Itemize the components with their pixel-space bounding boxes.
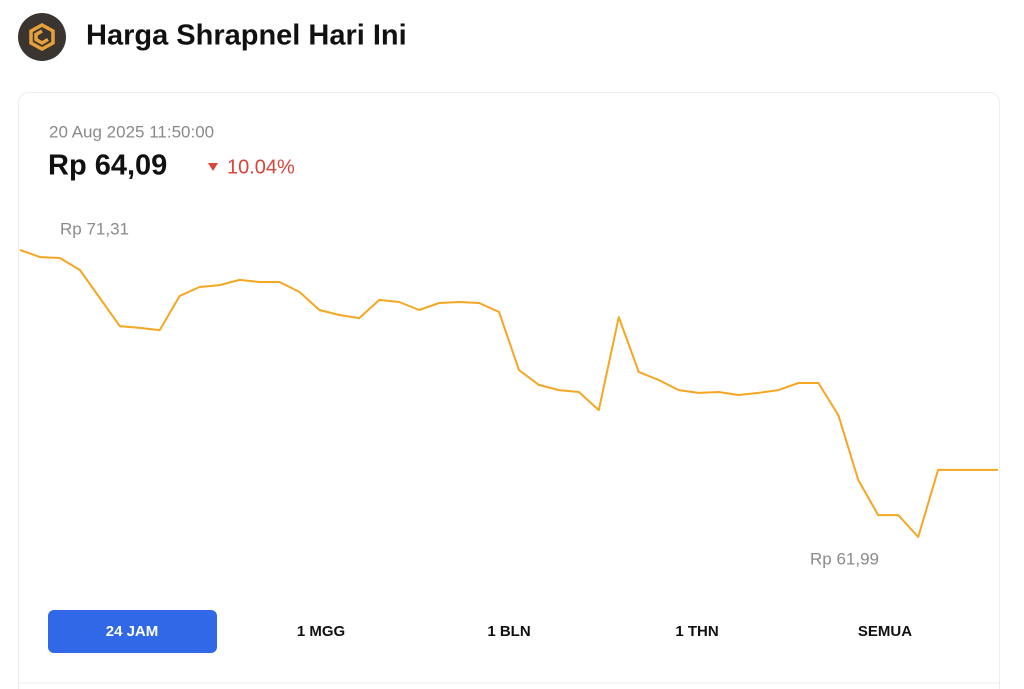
tab-button[interactable]: SEMUA (858, 623, 912, 640)
tab-button[interactable]: 1 THN (675, 623, 718, 640)
tab-button[interactable]: 1 MGG (297, 623, 345, 640)
low-label: Rp 61,99 (810, 549, 879, 568)
tab-active-bg (48, 610, 217, 653)
logo (18, 13, 66, 61)
tab-button[interactable]: 1 BLN (487, 623, 530, 640)
logo-mark (29, 23, 55, 51)
card (18, 92, 1000, 689)
tabs: 24 JAM 1 MGG 1 BLN 1 THN SEMUA (18, 610, 1000, 684)
tab-button[interactable]: 24 JAM (106, 623, 159, 640)
price: Rp 64,09 (48, 150, 167, 182)
timestamp: 20 Aug 2025 11:50:00 (49, 122, 214, 141)
price-change: 10.04% (227, 156, 295, 178)
down-arrow (208, 163, 218, 171)
price-line (19, 249, 998, 538)
chart: Rp 71,31 Rp 61,99 (19, 219, 998, 568)
high-label: Rp 71,31 (60, 219, 129, 238)
page-title: Harga Shrapnel Hari Ini (86, 20, 407, 52)
